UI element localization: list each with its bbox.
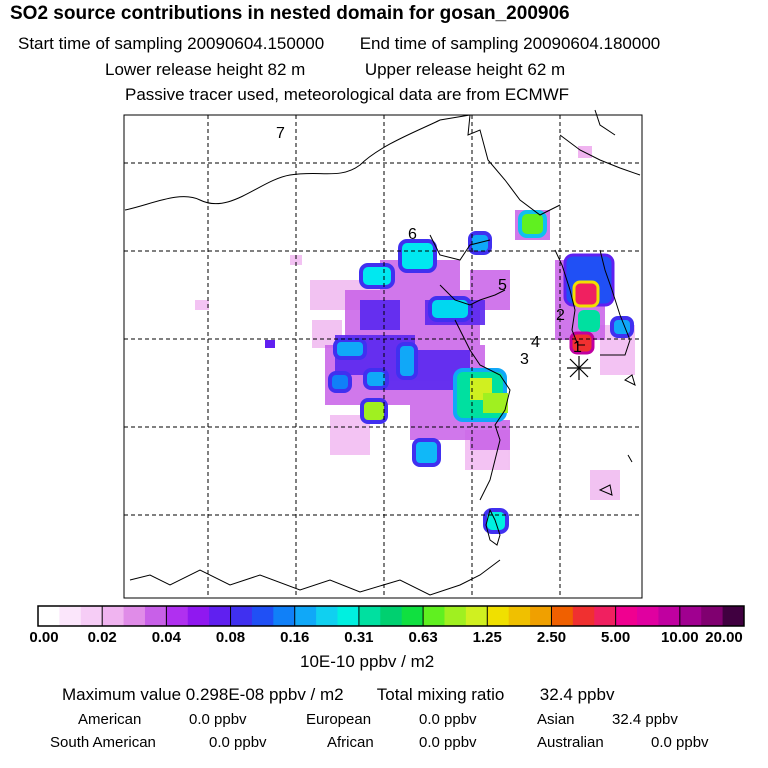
total-mixing-value: 32.4 ppbv <box>539 685 615 704</box>
colorbar-cell <box>273 606 296 626</box>
colorbar-units: 10E-10 ppbv / m2 <box>300 652 435 671</box>
colorbar-cell <box>551 606 574 626</box>
region-european-value: 0.0 ppbv <box>419 711 477 728</box>
region-south-american-name: South American <box>50 734 156 751</box>
colorbar <box>37 605 745 627</box>
colorbar-cell <box>637 606 659 626</box>
max-value-label: Maximum value <box>62 685 182 704</box>
colorbar-cell <box>594 606 617 626</box>
site-number-3: 3 <box>520 351 529 368</box>
max-total-line: Maximum value 0.298E-08 ppbv / m2 Total … <box>62 685 614 705</box>
region-european-name: European <box>306 711 372 728</box>
colorbar-cell <box>508 606 531 626</box>
end-time-label: End time of sampling 20090604.180000 <box>359 34 661 53</box>
sampling-times: Start time of sampling 20090604.150000 E… <box>18 34 660 54</box>
colorbar-cells <box>38 606 745 626</box>
map-title: SO2 source contributions in nested domai… <box>10 3 570 24</box>
colorbar-cell <box>251 606 274 626</box>
lat-lon-grid <box>124 115 642 598</box>
total-mixing-label: Total mixing ratio <box>376 685 505 704</box>
colorbar-cell <box>679 606 702 626</box>
colorbar-cell <box>144 606 167 626</box>
release-heights: Lower release height 82 m Upper release … <box>105 60 565 80</box>
colorbar-cell <box>316 606 339 626</box>
asterisk-receptor-icon <box>567 356 591 380</box>
site-number-4: 4 <box>531 334 540 351</box>
colorbar-cell <box>166 606 189 626</box>
colorbar-cell <box>102 606 125 626</box>
colorbar-cell <box>615 606 638 626</box>
colorbar-cell <box>423 606 445 626</box>
colorbar-cell <box>294 606 317 626</box>
region-african-name: African <box>327 734 374 751</box>
region-asian-name: Asian <box>537 711 575 728</box>
colorbar-tick-label: 0.63 <box>408 629 438 646</box>
start-time-label: Start time of sampling 20090604.150000 <box>18 34 325 53</box>
colorbar-tick-label: 0.04 <box>151 629 181 646</box>
region-australian-value: 0.0 ppbv <box>651 734 709 751</box>
colorbar-cell <box>38 606 60 626</box>
colorbar-tick-label: 5.00 <box>601 629 631 646</box>
region-australian-name: Australian <box>537 734 604 751</box>
colorbar-cell <box>187 606 210 626</box>
colorbar-cell <box>230 606 253 626</box>
colorbar-cell <box>380 606 403 626</box>
colorbar-cell <box>658 606 681 626</box>
region-asian-value: 32.4 ppbv <box>612 711 678 728</box>
colorbar-cell <box>572 606 595 626</box>
lower-height-label: Lower release height 82 m <box>105 60 306 79</box>
upper-height-label: Upper release height 62 m <box>364 60 566 79</box>
colorbar-tick-label: 0.02 <box>87 629 117 646</box>
colorbar-cell <box>722 606 745 626</box>
site-number-2: 2 <box>556 307 565 324</box>
colorbar-tick-label: 0.00 <box>29 629 59 646</box>
site-number-6: 6 <box>408 226 417 243</box>
colorbar-tick-label: 20.00 <box>705 629 743 646</box>
tracer-note: Passive tracer used, meteorological data… <box>125 85 570 104</box>
colorbar-frame <box>37 605 745 627</box>
site-number-5: 5 <box>498 277 507 294</box>
colorbar-cell <box>701 606 724 626</box>
site-number-1: 1 <box>573 339 582 356</box>
map-frame <box>123 114 643 599</box>
colorbar-cell <box>123 606 146 626</box>
colorbar-cell <box>209 606 232 626</box>
region-african-value: 0.0 ppbv <box>419 734 477 751</box>
site-number-7: 7 <box>276 125 285 142</box>
colorbar-tick-label: 10.00 <box>661 629 699 646</box>
colorbar-tick-label: 0.31 <box>344 629 374 646</box>
concentration-field <box>195 146 635 534</box>
colorbar-tick-label: 0.16 <box>280 629 310 646</box>
region-south-american-value: 0.0 ppbv <box>209 734 267 751</box>
coastline-lines <box>124 109 641 596</box>
colorbar-cell <box>465 606 488 626</box>
colorbar-cell <box>487 606 510 626</box>
colorbar-tick-label: 1.25 <box>472 629 502 646</box>
colorbar-cell <box>358 606 381 626</box>
colorbar-cell <box>337 606 360 626</box>
max-value: 0.298E-08 ppbv / m2 <box>185 685 344 704</box>
colorbar-tick-label: 2.50 <box>536 629 567 646</box>
colorbar-cell <box>444 606 467 626</box>
region-american-name: American <box>78 711 142 728</box>
colorbar-cell <box>530 606 552 626</box>
colorbar-cell <box>59 606 82 626</box>
region-american-value: 0.0 ppbv <box>189 711 247 728</box>
colorbar-cell <box>401 606 424 626</box>
colorbar-tick-label: 0.08 <box>215 629 246 646</box>
colorbar-cell <box>80 606 103 626</box>
